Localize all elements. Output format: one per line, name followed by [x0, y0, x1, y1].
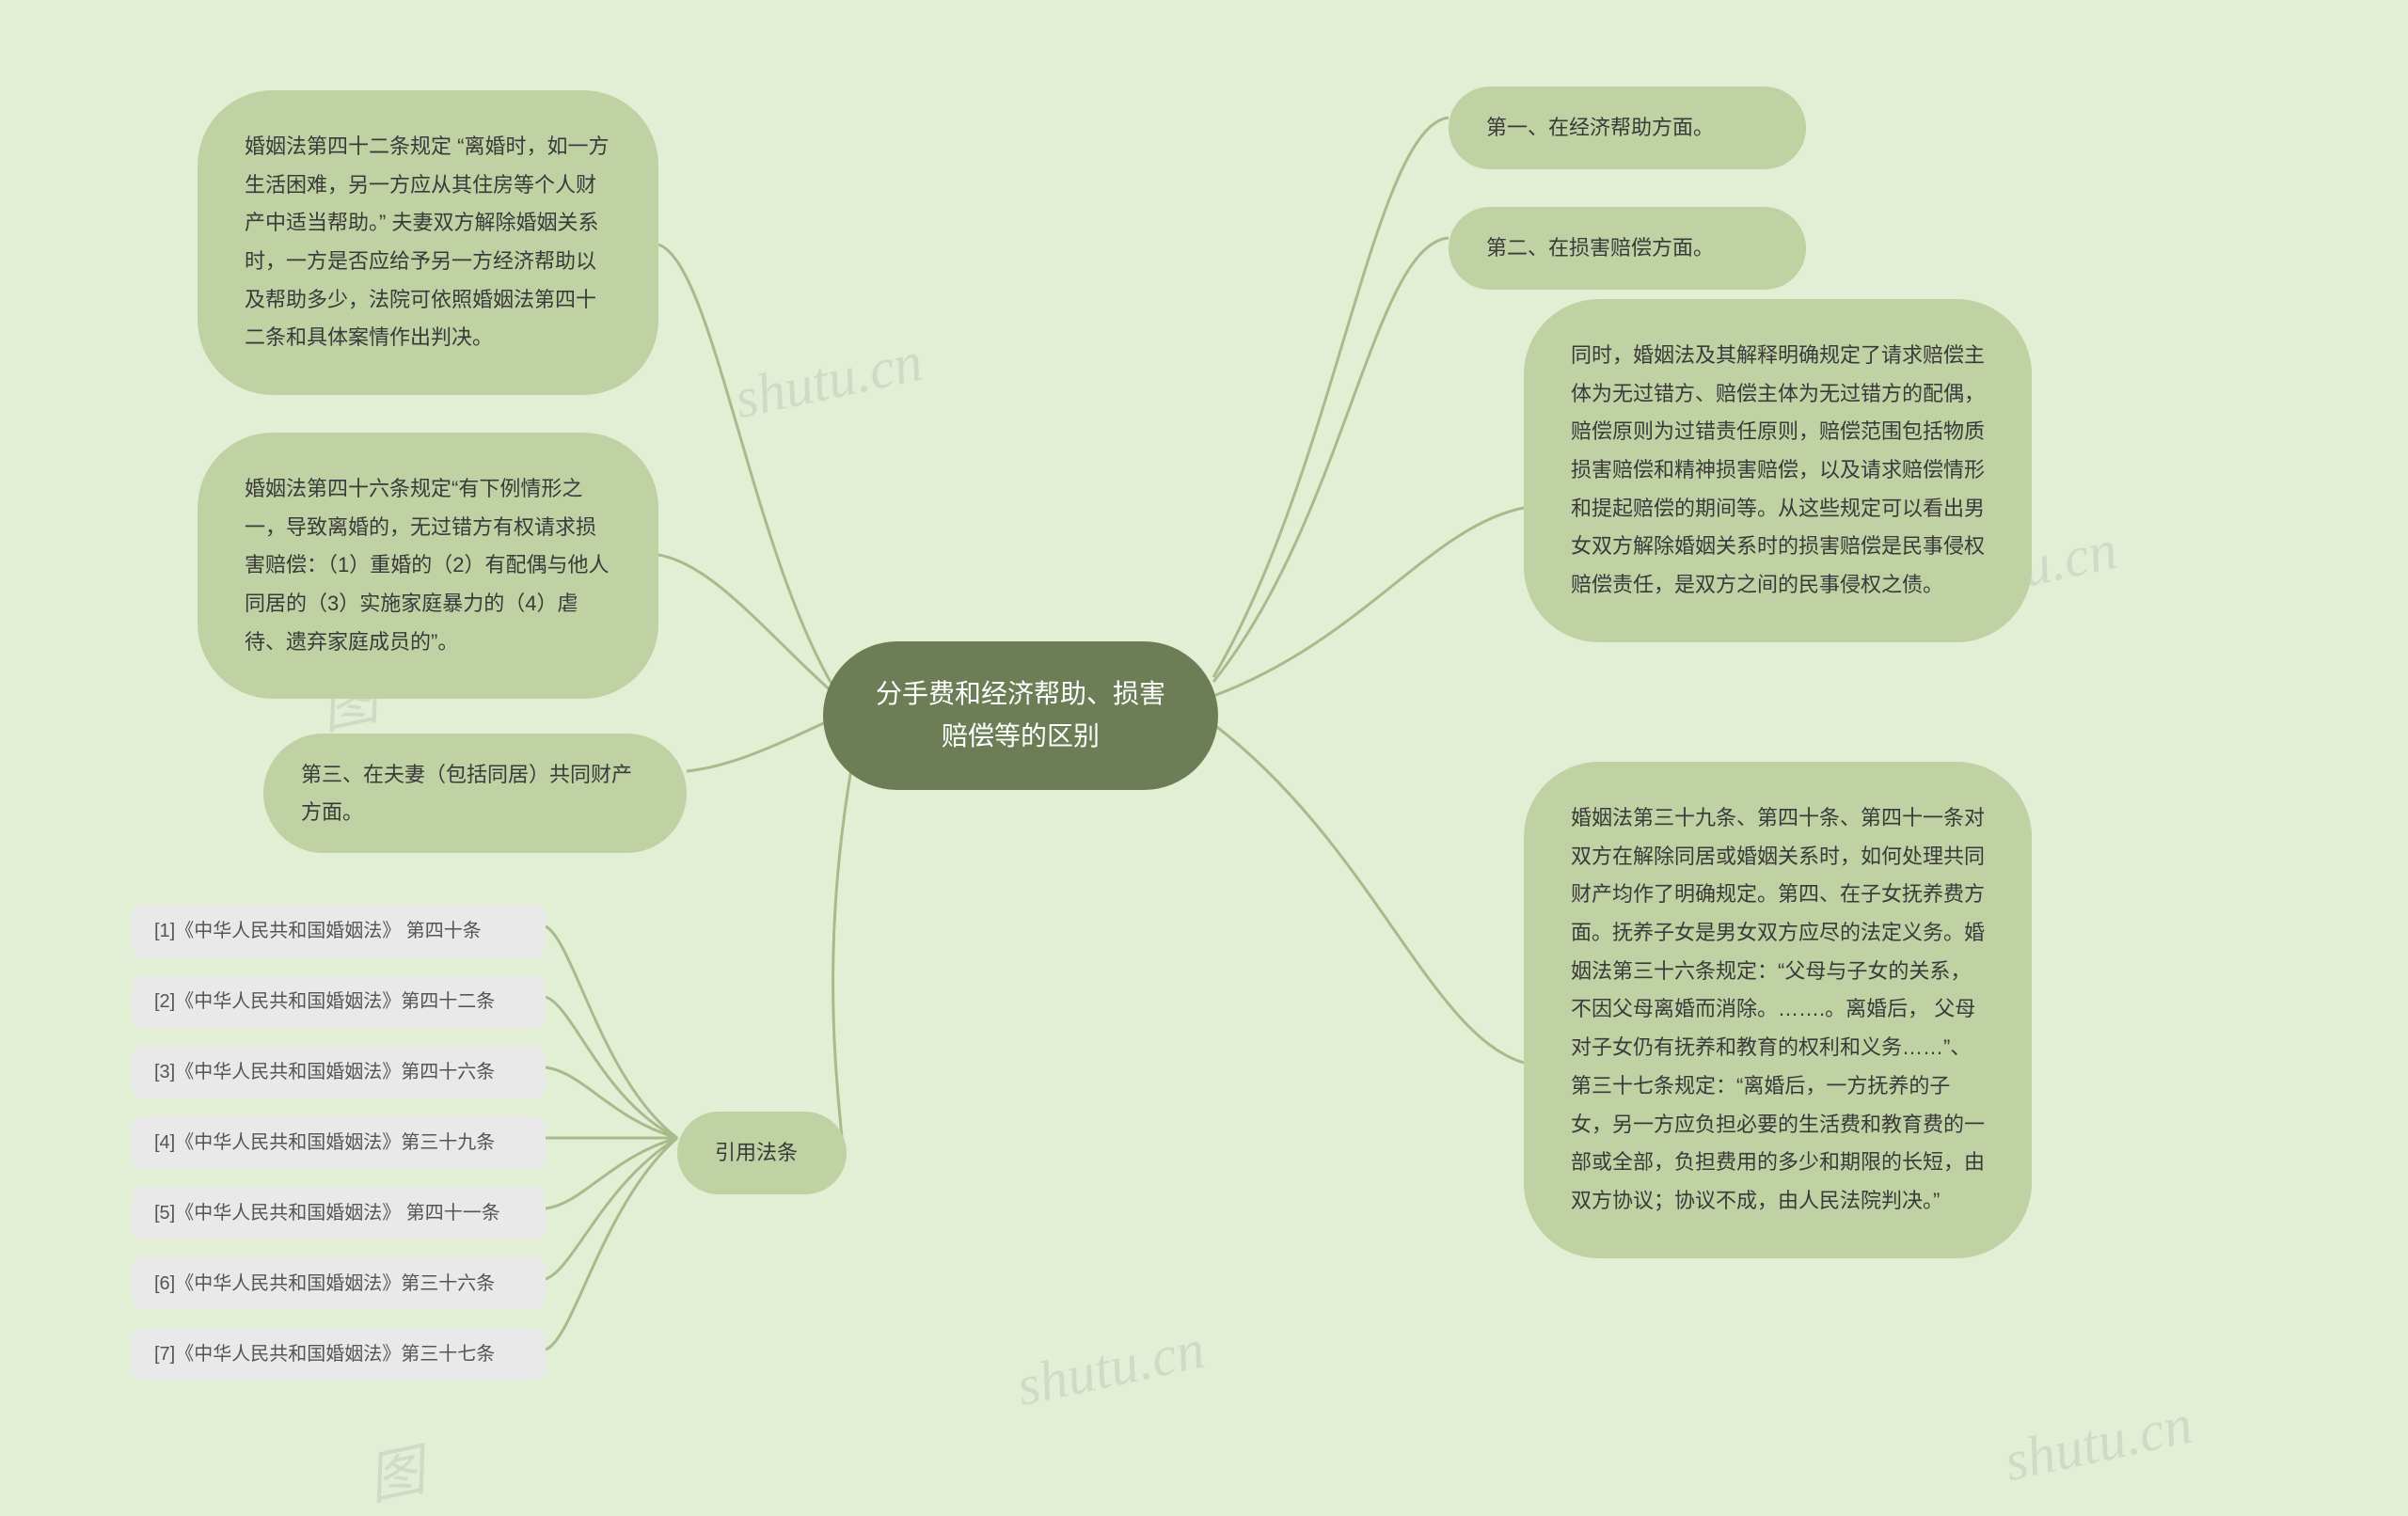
law-ref-1: [1]《中华人民共和国婚姻法》 第四十条 — [132, 905, 546, 957]
center-node-text: 分手费和经济帮助、损害赔偿等的区别 — [876, 679, 1165, 750]
watermark-1: shutu.cn — [729, 329, 928, 432]
node-l4: 引用法条 — [677, 1112, 847, 1194]
node-r3: 同时，婚姻法及其解释明确规定了请求赔偿主体为无过错方、赔偿主体为无过错方的配偶，… — [1524, 299, 2032, 642]
node-l2: 婚姻法第四十六条规定“有下例情形之一，导致离婚的，无过错方有权请求损害赔偿：（1… — [198, 433, 658, 699]
node-r4: 婚姻法第三十九条、第四十条、第四十一条对双方在解除同居或婚姻关系时，如何处理共同… — [1524, 762, 2032, 1258]
law-ref-2: [2]《中华人民共和国婚姻法》第四十二条 — [132, 975, 546, 1028]
node-l1: 婚姻法第四十二条规定 “离婚时，如一方生活困难，另一方应从其住房等个人财产中适当… — [198, 90, 658, 395]
law-ref-6: [6]《中华人民共和国婚姻法》第三十六条 — [132, 1257, 546, 1310]
law-ref-3: [3]《中华人民共和国婚姻法》第四十六条 — [132, 1046, 546, 1098]
law-ref-4: [4]《中华人民共和国婚姻法》第三十九条 — [132, 1116, 546, 1169]
law-ref-7: [7]《中华人民共和国婚姻法》第三十七条 — [132, 1328, 546, 1381]
node-r2: 第二、在损害赔偿方面。 — [1449, 207, 1806, 290]
node-l3: 第三、在夫妻（包括同居）共同财产方面。 — [263, 734, 687, 853]
law-ref-5: [5]《中华人民共和国婚姻法》 第四十一条 — [132, 1187, 546, 1240]
watermark-5: 图 — [359, 1425, 432, 1516]
watermark-4: shutu.cn — [1999, 1392, 2198, 1494]
center-node: 分手费和经济帮助、损害赔偿等的区别 — [823, 641, 1218, 790]
node-r1: 第一、在经济帮助方面。 — [1449, 87, 1806, 169]
watermark-3: shutu.cn — [1011, 1317, 1211, 1419]
